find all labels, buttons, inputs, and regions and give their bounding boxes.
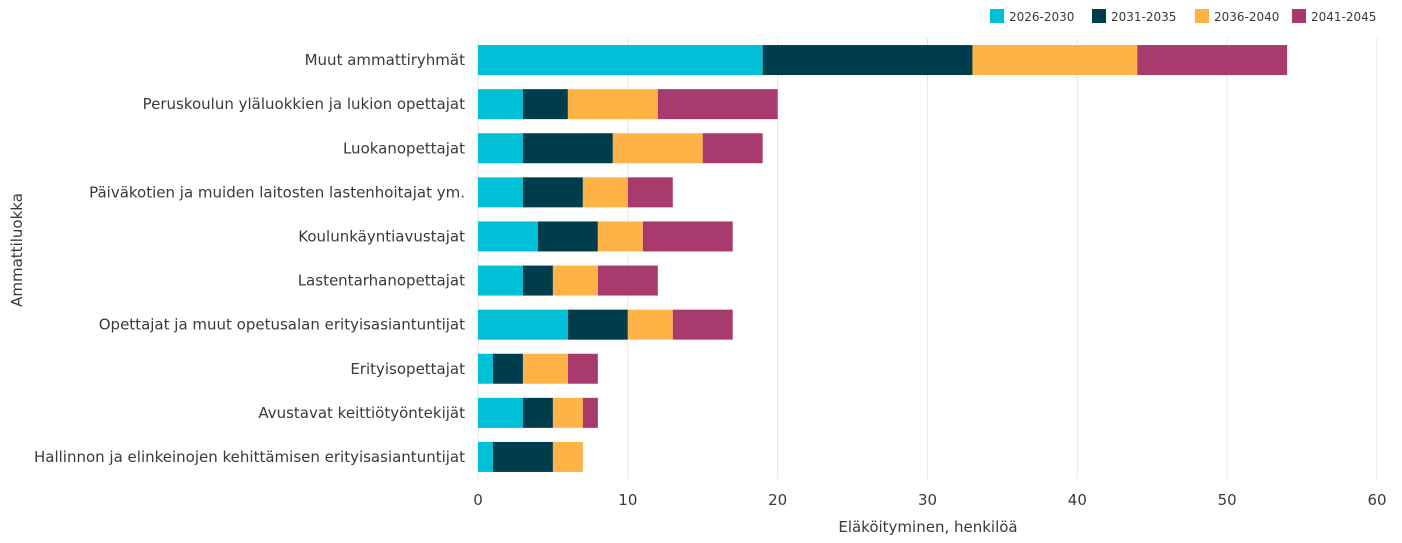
category-label: Muut ammattiryhmät <box>305 51 465 69</box>
bar-segment[interactable] <box>552 441 583 472</box>
bar-segment[interactable] <box>597 265 658 296</box>
bar-segment[interactable] <box>537 221 598 252</box>
bar-segment[interactable] <box>478 45 763 76</box>
legend[interactable]: 2026-2030 2031-2035 2036-2040 2041-2045 <box>990 9 1376 24</box>
category-label: Avustavat keittiötyöntekijät <box>258 404 465 422</box>
x-tick-label: 0 <box>473 491 483 509</box>
bar-segment[interactable] <box>552 397 583 428</box>
bar-segment[interactable] <box>567 309 628 340</box>
legend-label: 2041-2045 <box>1311 10 1376 24</box>
bar-segment[interactable] <box>762 45 973 76</box>
legend-label: 2031-2035 <box>1111 10 1176 24</box>
x-tick-label: 50 <box>1218 491 1237 509</box>
legend-item[interactable]: 2036-2040 <box>1195 9 1279 24</box>
category-label: Koulunkäyntiavustajat <box>298 227 465 245</box>
legend-item[interactable]: 2031-2035 <box>1092 9 1176 24</box>
bar-segment[interactable] <box>478 221 538 252</box>
bar-segment[interactable] <box>478 309 568 340</box>
x-tick-label: 60 <box>1367 491 1386 509</box>
bar-segment[interactable] <box>522 353 568 384</box>
bar-segment[interactable] <box>522 133 613 164</box>
category-labels: Muut ammattiryhmät Peruskoulun yläluokkie… <box>34 51 465 466</box>
bar-segment[interactable] <box>478 353 493 384</box>
bar-segment[interactable] <box>522 177 583 208</box>
bar-segment[interactable] <box>567 353 598 384</box>
bar-segment[interactable] <box>582 177 628 208</box>
x-tick-label: 20 <box>768 491 787 509</box>
legend-item[interactable]: 2041-2045 <box>1292 9 1376 24</box>
bar-segment[interactable] <box>1137 45 1288 76</box>
legend-swatch <box>1195 9 1209 23</box>
legend-swatch <box>990 9 1004 23</box>
category-label: Lastentarhanopettajat <box>298 272 465 290</box>
bar-segment[interactable] <box>672 309 733 340</box>
bar-segment[interactable] <box>597 221 643 252</box>
bar-segment[interactable] <box>642 221 733 252</box>
bar-segment[interactable] <box>702 133 763 164</box>
bar-segment[interactable] <box>478 441 493 472</box>
bar-segment[interactable] <box>522 397 553 428</box>
category-label: Luokanopettajat <box>343 139 465 157</box>
legend-label: 2036-2040 <box>1214 10 1279 24</box>
category-label: Opettajat ja muut opetusalan erityisasia… <box>99 316 465 334</box>
y-axis-title: Ammattiluokka <box>8 193 26 307</box>
bar-segment[interactable] <box>567 89 658 120</box>
x-axis-title: Eläköityminen, henkilöä <box>838 518 1017 536</box>
bar-segment[interactable] <box>478 397 523 428</box>
legend-swatch <box>1292 9 1306 23</box>
bar-segment[interactable] <box>492 441 553 472</box>
category-label: Erityisopettajat <box>350 360 465 378</box>
bar-segment[interactable] <box>478 89 523 120</box>
bar-segment[interactable] <box>478 133 523 164</box>
category-label: Päiväkotien ja muiden laitosten lastenho… <box>89 183 465 201</box>
bar-segment[interactable] <box>522 265 553 296</box>
bar-segment[interactable] <box>657 89 778 120</box>
bar-segment[interactable] <box>552 265 598 296</box>
bar-segment[interactable] <box>492 353 523 384</box>
legend-item[interactable]: 2026-2030 <box>990 9 1074 24</box>
x-tick-label: 40 <box>1068 491 1087 509</box>
bar-segment[interactable] <box>972 45 1138 76</box>
category-label: Hallinnon ja elinkeinojen kehittämisen e… <box>34 448 465 466</box>
legend-swatch <box>1092 9 1106 23</box>
category-label: Peruskoulun yläluokkien ja lukion opetta… <box>143 95 465 113</box>
bar-segment[interactable] <box>627 177 673 208</box>
bar-segment[interactable] <box>522 89 568 120</box>
bar-segment[interactable] <box>612 133 703 164</box>
bar-segment[interactable] <box>627 309 673 340</box>
bar-segment[interactable] <box>478 265 523 296</box>
x-tick-labels: 0 10 20 30 40 50 60 <box>473 491 1386 509</box>
x-tick-label: 30 <box>918 491 937 509</box>
x-tick-label: 10 <box>618 491 637 509</box>
bar-segment[interactable] <box>478 177 523 208</box>
bars-layer <box>478 45 1288 472</box>
bar-segment[interactable] <box>582 397 598 428</box>
legend-label: 2026-2030 <box>1009 10 1074 24</box>
